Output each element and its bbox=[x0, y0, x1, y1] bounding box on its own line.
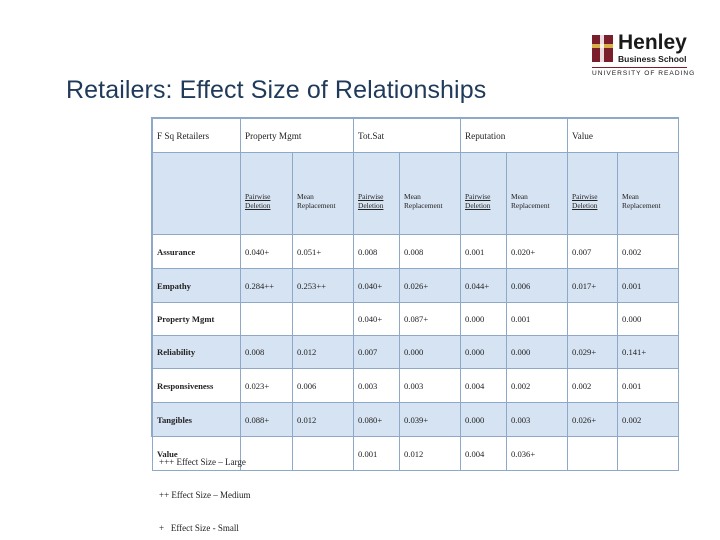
table-cell: 0.017+ bbox=[567, 268, 619, 303]
subheader-cell: Mean Replacement bbox=[617, 152, 680, 235]
table-cell: 0.001 bbox=[460, 234, 507, 269]
table-row: Empathy 0.284++ 0.253++ 0.040+ 0.026+ 0.… bbox=[152, 268, 680, 303]
group-header: Reputation bbox=[459, 118, 569, 153]
table-row: Responsiveness 0.023+ 0.006 0.003 0.003 … bbox=[152, 368, 680, 403]
logo-divider bbox=[592, 67, 687, 68]
table-cell: 0.004 bbox=[460, 368, 507, 403]
table-cell: 0.000 bbox=[505, 335, 569, 369]
table-cell: 0.284++ bbox=[240, 268, 293, 303]
table-cell: 0.044+ bbox=[460, 268, 507, 303]
row-label: Value bbox=[152, 436, 241, 471]
table-cell: 0.141+ bbox=[617, 335, 680, 369]
table-row: Value 0.001 0.012 0.004 0.036+ bbox=[152, 436, 680, 471]
table-cell bbox=[292, 436, 354, 471]
table-cell: 0.253++ bbox=[292, 268, 354, 303]
legend-medium: ++ Effect Size – Medium bbox=[159, 490, 251, 500]
table-cell: 0.006 bbox=[292, 368, 354, 403]
table-cell: 0.008 bbox=[240, 335, 293, 369]
table-cell: 0.000 bbox=[460, 302, 507, 336]
table-cell: 0.020+ bbox=[505, 234, 569, 269]
logo-name: Henley bbox=[618, 31, 687, 54]
row-label: Assurance bbox=[152, 234, 241, 269]
group-header: Property Mgmt bbox=[240, 118, 354, 153]
legend-small: + Effect Size - Small bbox=[159, 523, 239, 533]
row-label: Tangibles bbox=[152, 402, 241, 437]
table-cell: 0.040+ bbox=[353, 268, 400, 303]
table-cell: 0.001 bbox=[617, 368, 680, 403]
table-cell: 0.000 bbox=[399, 335, 461, 369]
table-cell: 0.012 bbox=[292, 335, 354, 369]
subheader-cell: Pairwise Deletion bbox=[353, 152, 400, 235]
table-row: Tangibles 0.088+ 0.012 0.080+ 0.039+ 0.0… bbox=[152, 402, 680, 437]
table-cell: 0.051+ bbox=[292, 234, 354, 269]
table-cell: 0.002 bbox=[617, 402, 680, 437]
table-cell: 0.000 bbox=[460, 335, 507, 369]
row-label: Responsiveness bbox=[152, 368, 241, 403]
table-corner: F Sq Retailers bbox=[152, 118, 241, 153]
table-cell: 0.001 bbox=[353, 436, 400, 471]
row-label: Empathy bbox=[152, 268, 241, 303]
table-cell: 0.039+ bbox=[399, 402, 461, 437]
subheader-cell: Mean Replacement bbox=[292, 152, 354, 235]
table-cell: 0.003 bbox=[399, 368, 461, 403]
table-cell bbox=[617, 436, 680, 471]
group-header: Value bbox=[567, 118, 680, 153]
crest-icon bbox=[592, 35, 613, 62]
table-cell: 0.036+ bbox=[505, 436, 569, 471]
group-header: Tot.Sat bbox=[353, 118, 461, 153]
table-cell: 0.040+ bbox=[353, 302, 400, 336]
table-cell bbox=[240, 302, 293, 336]
table-cell: 0.002 bbox=[505, 368, 569, 403]
table-cell: 0.008 bbox=[353, 234, 400, 269]
subheader-blank bbox=[152, 152, 241, 235]
table-cell: 0.026+ bbox=[567, 402, 619, 437]
table-cell bbox=[567, 436, 619, 471]
table-row: Property Mgmt 0.040+ 0.087+ 0.000 0.001 … bbox=[152, 302, 680, 336]
table-cell: 0.002 bbox=[567, 368, 619, 403]
table-cell: 0.080+ bbox=[353, 402, 400, 437]
subheader-cell: Pairwise Deletion bbox=[567, 152, 619, 235]
table-cell: 0.007 bbox=[353, 335, 400, 369]
henley-logo: Henley Business School UNIVERSITY OF REA… bbox=[592, 31, 696, 80]
row-label: Property Mgmt bbox=[152, 302, 241, 336]
table-cell: 0.001 bbox=[617, 268, 680, 303]
effect-size-table: F Sq Retailers Property Mgmt Tot.Sat Rep… bbox=[151, 117, 680, 471]
table-cell: 0.040+ bbox=[240, 234, 293, 269]
table-cell: 0.012 bbox=[292, 402, 354, 437]
table-cell: 0.026+ bbox=[399, 268, 461, 303]
table-cell: 0.000 bbox=[460, 402, 507, 437]
table-cell: 0.001 bbox=[505, 302, 569, 336]
table-cell: 0.088+ bbox=[240, 402, 293, 437]
table-cell: 0.006 bbox=[505, 268, 569, 303]
table-cell: 0.003 bbox=[353, 368, 400, 403]
subheader-cell: Pairwise Deletion bbox=[460, 152, 507, 235]
logo-university: UNIVERSITY OF READING bbox=[592, 70, 696, 77]
legend-large: +++ Effect Size – Large bbox=[159, 457, 246, 467]
table-cell: 0.004 bbox=[460, 436, 507, 471]
table-cell: 0.087+ bbox=[399, 302, 461, 336]
table-row: Reliability 0.008 0.012 0.007 0.000 0.00… bbox=[152, 335, 680, 369]
table-row: Assurance 0.040+ 0.051+ 0.008 0.008 0.00… bbox=[152, 234, 680, 269]
table-cell: 0.003 bbox=[505, 402, 569, 437]
table-cell bbox=[567, 302, 619, 336]
table-cell: 0.012 bbox=[399, 436, 461, 471]
table-cell: 0.008 bbox=[399, 234, 461, 269]
subheader-cell: Mean Replacement bbox=[505, 152, 569, 235]
logo-subtitle: Business School bbox=[618, 54, 687, 64]
table-cell: 0.023+ bbox=[240, 368, 293, 403]
table-cell bbox=[292, 302, 354, 336]
subheader-cell: Mean Replacement bbox=[399, 152, 461, 235]
table-cell bbox=[240, 436, 293, 471]
table-cell: 0.000 bbox=[617, 302, 680, 336]
table-cell: 0.007 bbox=[567, 234, 619, 269]
table-cell: 0.002 bbox=[617, 234, 680, 269]
row-label: Reliability bbox=[152, 335, 241, 369]
subheader-cell: Pairwise Deletion bbox=[240, 152, 293, 235]
slide-title: Retailers: Effect Size of Relationships bbox=[66, 76, 487, 104]
table-cell: 0.029+ bbox=[567, 335, 619, 369]
